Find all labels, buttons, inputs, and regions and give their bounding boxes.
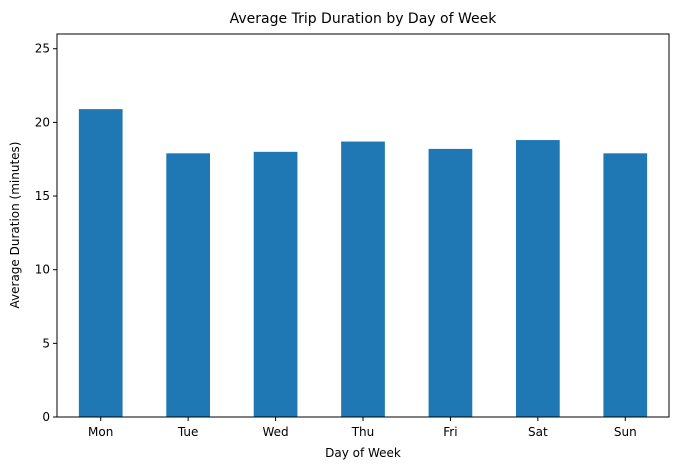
bar-tue — [166, 153, 210, 418]
y-tick-label-10: 10 — [35, 263, 50, 277]
bar-fri — [428, 148, 473, 417]
chart-title: Average Trip Duration by Day of Week — [230, 11, 498, 27]
y-axis-label: Average Duration (minutes) — [8, 142, 22, 309]
y-tick-label-20: 20 — [35, 115, 50, 129]
y-tick-label-5: 5 — [42, 336, 50, 350]
bar-thu — [341, 141, 385, 418]
y-tick-label-0: 0 — [42, 410, 50, 424]
x-tick-label-sat: Sat — [528, 425, 548, 439]
y-tick-label-25: 25 — [35, 42, 50, 56]
plot-frame — [56, 33, 670, 418]
x-ticks: Mon Tue Wed Thu Fri Sat Sun — [88, 417, 637, 439]
x-tick-label-wed: Wed — [262, 425, 288, 439]
y-tick-label-15: 15 — [35, 189, 50, 203]
x-tick-label-fri: Fri — [443, 425, 457, 439]
bar-sun — [603, 153, 648, 418]
bar-sat — [516, 140, 560, 418]
bar-wed — [253, 151, 298, 417]
x-axis-label: Day of Week — [325, 446, 401, 460]
bar-mon — [78, 109, 123, 417]
x-tick-label-mon: Mon — [88, 425, 113, 439]
x-tick-label-tue: Tue — [177, 425, 199, 439]
y-ticks: 0 5 10 15 20 25 — [35, 42, 57, 424]
x-tick-label-thu: Thu — [351, 425, 375, 439]
bars-group — [78, 109, 648, 418]
x-tick-label-sun: Sun — [614, 425, 637, 439]
